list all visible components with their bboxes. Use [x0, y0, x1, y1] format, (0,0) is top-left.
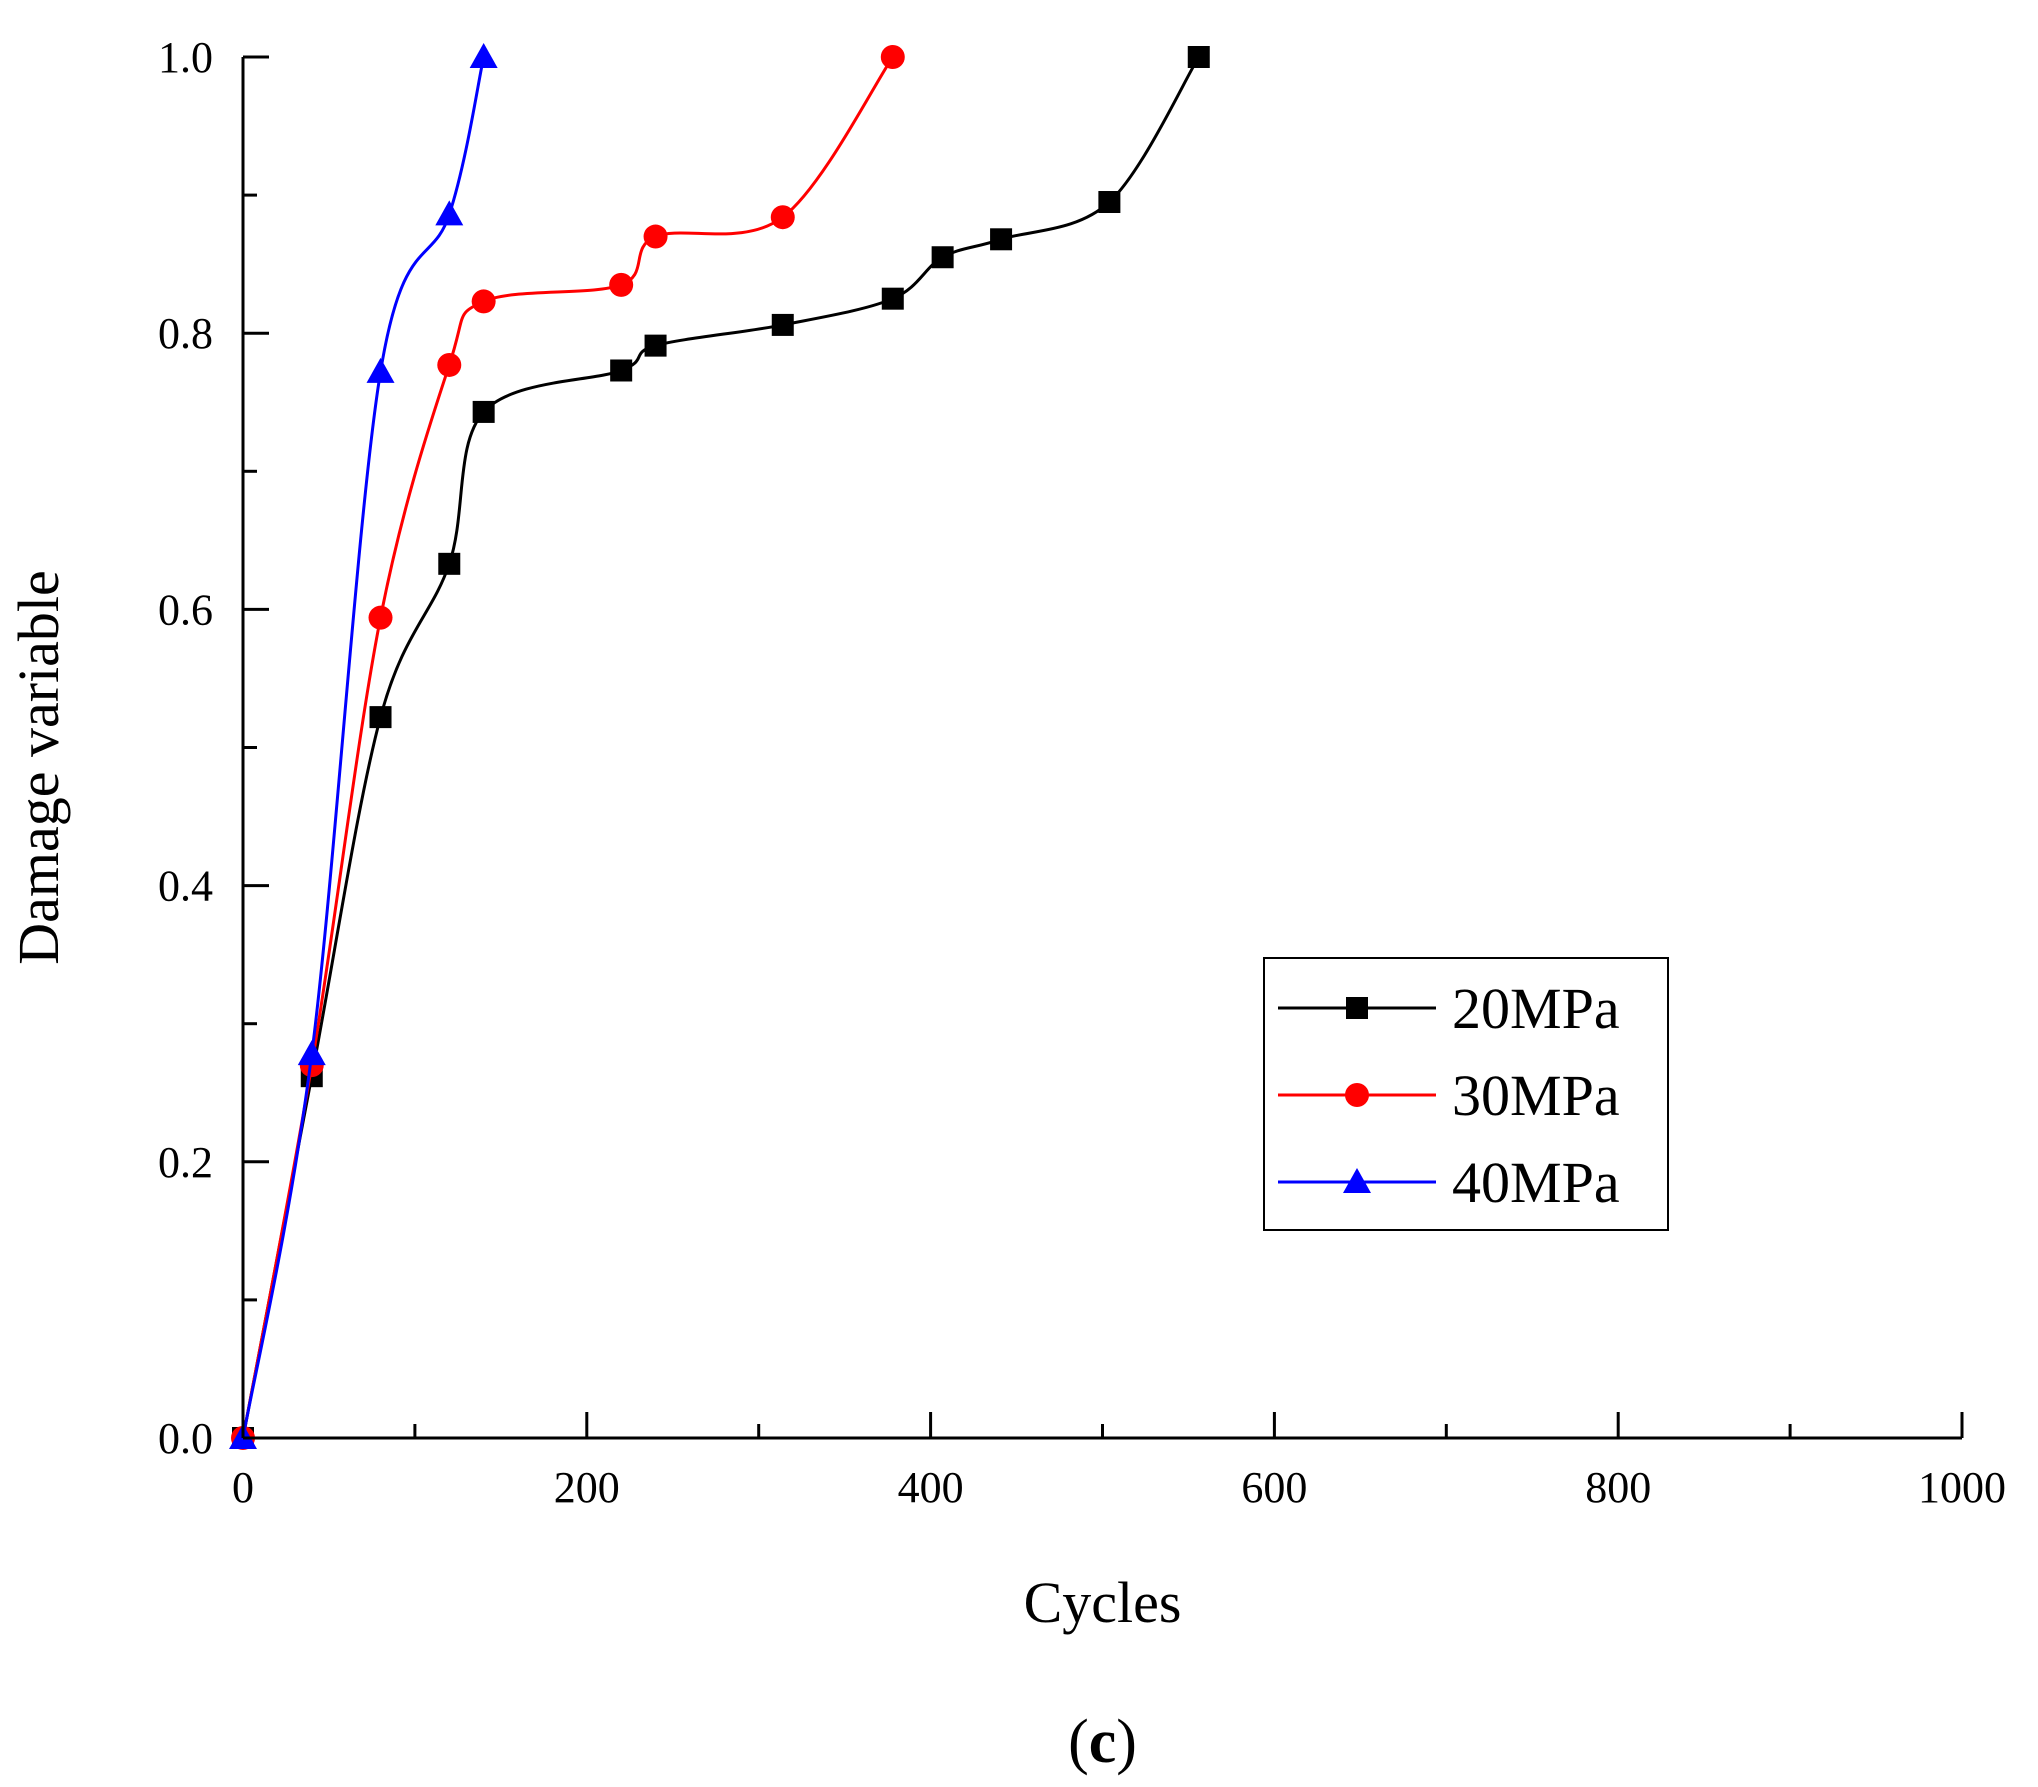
data-point-30mpa — [471, 289, 496, 314]
legend: 20MPa 30MPa 40MPa — [1263, 957, 1669, 1231]
plot-area: 0 200 400 600 800 1000 0.0 0.2 0.4 0.6 0.8 1.0 — [158, 33, 2006, 1512]
panel-label-open: ( — [1068, 1708, 1089, 1776]
x-axis-ticks: 0 200 400 600 800 1000 — [232, 1412, 2006, 1512]
x-tick-label: 400 — [898, 1463, 964, 1512]
legend-label: 40MPa — [1452, 1150, 1620, 1215]
x-tick-label: 1000 — [1918, 1463, 2006, 1512]
legend-item-20mpa: 20MPa — [1278, 976, 1620, 1041]
panel-label-close: ) — [1116, 1708, 1137, 1776]
y-tick-label: 0.6 — [158, 585, 213, 634]
data-point-20mpa — [472, 400, 495, 423]
y-axis-title: Damage variable — [6, 570, 71, 965]
data-point-30mpa — [643, 224, 668, 249]
series-40mpa — [229, 43, 498, 1449]
legend-marker — [1343, 1168, 1371, 1193]
data-point-40mpa — [297, 1040, 326, 1066]
data-point-20mpa — [610, 359, 633, 382]
y-tick-label: 1.0 — [158, 33, 213, 82]
data-point-20mpa — [1098, 191, 1121, 214]
data-point-20mpa — [369, 706, 392, 729]
data-point-30mpa — [609, 272, 634, 297]
series-20mpa — [232, 46, 1210, 1449]
x-tick-label: 0 — [232, 1463, 254, 1512]
y-tick-label: 0.2 — [158, 1138, 213, 1187]
legend-marker — [1346, 997, 1368, 1019]
legend-item-30mpa: 30MPa — [1278, 1063, 1620, 1128]
x-tick-label: 200 — [554, 1463, 620, 1512]
panel-label-letter: c — [1089, 1708, 1117, 1776]
x-axis-title: Cycles — [1024, 1570, 1182, 1635]
legend-marker — [1345, 1083, 1369, 1107]
data-point-20mpa — [881, 287, 904, 310]
data-point-20mpa — [931, 246, 954, 269]
x-tick-label: 800 — [1585, 1463, 1651, 1512]
data-point-40mpa — [366, 357, 395, 383]
data-point-20mpa — [438, 552, 461, 575]
legend-items: 20MPa 30MPa 40MPa — [1278, 976, 1620, 1215]
data-point-20mpa — [1187, 46, 1210, 68]
data-point-40mpa — [469, 43, 498, 68]
y-axis-ticks: 0.0 0.2 0.4 0.6 0.8 1.0 — [158, 33, 269, 1463]
data-point-30mpa — [880, 45, 905, 69]
x-tick-label: 600 — [1241, 1463, 1307, 1512]
legend-item-40mpa: 40MPa — [1278, 1150, 1620, 1215]
y-tick-label: 0.8 — [158, 309, 213, 358]
data-point-20mpa — [990, 228, 1013, 251]
data-point-30mpa — [368, 605, 393, 630]
y-tick-label: 0.0 — [158, 1414, 213, 1463]
data-point-30mpa — [770, 205, 795, 230]
data-point-40mpa — [435, 200, 464, 226]
data-point-30mpa — [437, 352, 462, 377]
data-point-20mpa — [644, 334, 667, 357]
data-point-20mpa — [771, 313, 794, 336]
series-layer — [229, 43, 1210, 1450]
legend-label: 20MPa — [1452, 976, 1620, 1041]
legend-label: 30MPa — [1452, 1063, 1620, 1128]
y-tick-label: 0.4 — [158, 862, 213, 911]
panel-label: (c) — [1068, 1708, 1137, 1776]
